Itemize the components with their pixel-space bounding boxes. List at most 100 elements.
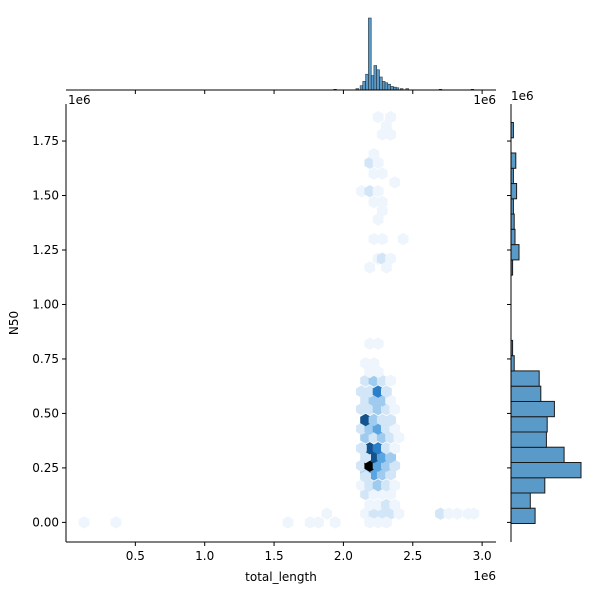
hexbin-cell bbox=[372, 402, 384, 416]
x-tick-label: 3.0 bbox=[473, 549, 492, 563]
hexbin-cell bbox=[376, 195, 388, 209]
hexbin-cell bbox=[393, 507, 405, 520]
hexbin-cell bbox=[372, 156, 384, 169]
hexbin-cell bbox=[372, 479, 384, 492]
x-axis-offset-text: 1e6 bbox=[473, 569, 496, 583]
y-tick-label: 1.75 bbox=[32, 134, 59, 148]
hexbin-cell bbox=[376, 167, 388, 180]
x-axis-label: total_length bbox=[245, 570, 317, 584]
x-tick-label: 2.0 bbox=[334, 549, 353, 563]
top-marginal-offset-text: 1e6 bbox=[68, 93, 91, 107]
right-marginal-offset-text: 1e6 bbox=[511, 89, 534, 103]
hexbin-cell bbox=[356, 402, 367, 416]
hexbin-cell bbox=[368, 487, 380, 501]
hexbin-cell bbox=[360, 507, 371, 520]
right-marginal-bar bbox=[510, 244, 520, 261]
hexbin-cell bbox=[376, 413, 388, 427]
hexbin-cell bbox=[360, 357, 371, 370]
right-marginal-bar bbox=[510, 446, 565, 464]
hexbin-cell bbox=[364, 185, 376, 198]
hexbin-cell bbox=[364, 479, 376, 492]
hexbin-cell bbox=[364, 442, 376, 455]
hexbin-cell bbox=[376, 507, 388, 520]
hexbin-cell bbox=[364, 422, 376, 435]
hexbin-cell bbox=[356, 422, 367, 435]
hexbin-cell bbox=[360, 470, 371, 483]
hexbin-cell bbox=[385, 413, 396, 427]
hexbin-cell bbox=[376, 394, 388, 407]
hexbin-cell bbox=[368, 167, 380, 180]
hexbin-cell bbox=[451, 507, 463, 520]
right-marginal-bar bbox=[510, 400, 555, 418]
hexbin-cell bbox=[282, 516, 294, 529]
hexbin-cell bbox=[372, 422, 384, 435]
top-marginal-bar bbox=[370, 75, 375, 91]
top-marginal-bar bbox=[365, 73, 369, 91]
hexbin-cell bbox=[364, 337, 376, 350]
right-marginal-bar bbox=[510, 492, 531, 509]
hexbin-cell bbox=[372, 442, 384, 455]
hexbin-cell bbox=[356, 385, 367, 398]
hexbin-cell bbox=[368, 431, 380, 444]
hexbin-cell bbox=[385, 507, 396, 520]
hexbin-cell bbox=[385, 128, 396, 141]
hexbin-cell bbox=[435, 507, 446, 520]
hexbin-cell bbox=[321, 507, 333, 520]
hexbin-layer bbox=[78, 110, 480, 529]
x-tick-label: 0.5 bbox=[126, 549, 145, 563]
hexbin-cell bbox=[368, 450, 380, 464]
hexbin-cell bbox=[381, 119, 392, 132]
hexbin-cell bbox=[368, 195, 380, 209]
top-marginal-bar bbox=[362, 81, 366, 91]
hexbin-cell bbox=[389, 402, 401, 416]
right-marginal-bar bbox=[510, 462, 582, 479]
hexbin-cell bbox=[381, 459, 392, 472]
hexbin-cell bbox=[364, 156, 376, 169]
hexbin-cell bbox=[329, 516, 341, 529]
hexbin-cell bbox=[313, 516, 324, 529]
right-marginal-bar bbox=[510, 416, 548, 433]
hexbin-cell bbox=[376, 204, 388, 217]
hexbin-cell bbox=[381, 516, 392, 529]
hexbin-cell bbox=[372, 516, 384, 529]
hexbin-cell bbox=[364, 498, 376, 512]
hexbin-cell bbox=[360, 431, 371, 444]
hexbin-cell bbox=[364, 385, 376, 398]
hexbin-cell bbox=[389, 176, 401, 189]
hexbin-cell bbox=[381, 479, 392, 492]
top-marginal-bar bbox=[387, 83, 391, 91]
y-tick-label: 0.00 bbox=[32, 515, 59, 529]
hexbin-cell bbox=[385, 374, 396, 387]
hexbin-cell bbox=[385, 450, 396, 464]
hexbin-cell bbox=[364, 459, 376, 472]
y-tick-label: 1.25 bbox=[32, 243, 59, 257]
marginal-ticks bbox=[134, 90, 511, 523]
right-marginal-bar bbox=[510, 431, 547, 448]
hexbin-cell bbox=[376, 431, 388, 444]
hexbin-cell bbox=[356, 459, 367, 472]
y-axis-label: N50 bbox=[7, 311, 21, 335]
hexbin-cell bbox=[364, 365, 376, 379]
hexbin-cell bbox=[368, 394, 380, 407]
top-marginal-bar bbox=[359, 85, 364, 91]
hexbin-cell bbox=[376, 232, 388, 246]
hexbin-cell bbox=[78, 516, 90, 529]
hexbin-cell bbox=[360, 487, 371, 501]
y-tick-label: 0.25 bbox=[32, 461, 59, 475]
hexbin-cell bbox=[368, 147, 380, 161]
hexbin-cell bbox=[368, 468, 380, 481]
top-marginal-bar bbox=[390, 86, 394, 91]
hexbin-cell bbox=[356, 442, 367, 455]
hexbin-cell bbox=[360, 450, 371, 464]
hexbin-cell bbox=[376, 374, 388, 387]
hexbin-cell bbox=[372, 385, 384, 398]
right-marginal-bar bbox=[510, 385, 542, 403]
hexbin-cell bbox=[381, 385, 392, 398]
hexbin-cell bbox=[389, 459, 401, 472]
right-marginal-bar bbox=[510, 152, 517, 169]
hexbin-cell bbox=[360, 394, 371, 407]
y-tick-label: 1.50 bbox=[32, 189, 59, 203]
hexbin-cell bbox=[372, 498, 384, 512]
hexbin-cell bbox=[368, 413, 380, 427]
